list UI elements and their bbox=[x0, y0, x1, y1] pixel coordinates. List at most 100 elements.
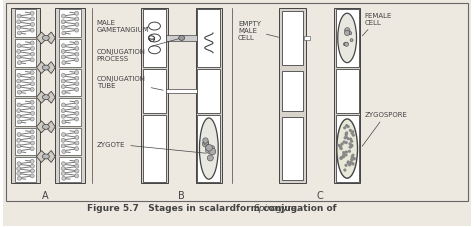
Circle shape bbox=[62, 162, 65, 166]
Circle shape bbox=[344, 43, 346, 47]
Circle shape bbox=[75, 12, 79, 16]
Bar bbox=[59, 40, 81, 67]
Bar bbox=[283, 117, 303, 180]
Circle shape bbox=[30, 118, 34, 121]
Circle shape bbox=[354, 158, 355, 160]
Circle shape bbox=[62, 32, 66, 36]
Circle shape bbox=[61, 167, 65, 171]
Circle shape bbox=[62, 15, 65, 19]
Circle shape bbox=[75, 59, 79, 62]
Circle shape bbox=[17, 50, 21, 54]
Circle shape bbox=[62, 61, 66, 65]
Circle shape bbox=[30, 71, 34, 75]
Circle shape bbox=[30, 42, 34, 46]
Circle shape bbox=[30, 82, 35, 86]
Circle shape bbox=[353, 135, 354, 136]
Circle shape bbox=[209, 148, 216, 155]
Circle shape bbox=[75, 136, 79, 140]
Circle shape bbox=[340, 147, 341, 149]
Circle shape bbox=[30, 101, 34, 105]
Bar bbox=[166, 36, 198, 42]
Circle shape bbox=[75, 47, 79, 51]
Ellipse shape bbox=[338, 14, 356, 63]
Circle shape bbox=[349, 151, 350, 153]
Circle shape bbox=[75, 165, 79, 168]
Circle shape bbox=[340, 148, 342, 150]
Circle shape bbox=[17, 144, 21, 148]
Circle shape bbox=[349, 147, 351, 148]
Circle shape bbox=[75, 71, 79, 75]
Circle shape bbox=[338, 145, 340, 147]
Bar bbox=[143, 10, 166, 67]
Circle shape bbox=[344, 169, 346, 171]
Circle shape bbox=[345, 31, 350, 36]
Circle shape bbox=[346, 137, 347, 138]
Bar bbox=[59, 128, 81, 156]
Circle shape bbox=[30, 53, 35, 57]
Circle shape bbox=[345, 43, 348, 47]
Text: CONJUGATION
PROCESS: CONJUGATION PROCESS bbox=[97, 39, 179, 62]
Circle shape bbox=[30, 130, 34, 134]
Circle shape bbox=[18, 91, 21, 95]
Text: C: C bbox=[317, 190, 323, 200]
Ellipse shape bbox=[42, 125, 49, 130]
Circle shape bbox=[17, 44, 21, 48]
Polygon shape bbox=[36, 151, 55, 163]
Circle shape bbox=[75, 53, 79, 57]
Circle shape bbox=[352, 155, 354, 156]
Circle shape bbox=[18, 177, 21, 180]
Circle shape bbox=[62, 104, 65, 107]
Bar bbox=[198, 10, 220, 67]
Text: Spirogyra.: Spirogyra. bbox=[254, 203, 301, 212]
Polygon shape bbox=[36, 92, 55, 104]
Circle shape bbox=[351, 141, 353, 143]
Circle shape bbox=[61, 109, 65, 113]
Circle shape bbox=[75, 160, 79, 164]
Text: FEMALE
CELL: FEMALE CELL bbox=[362, 13, 392, 37]
Circle shape bbox=[30, 106, 35, 110]
Circle shape bbox=[340, 157, 342, 159]
Bar bbox=[59, 69, 81, 97]
Circle shape bbox=[205, 147, 212, 154]
Circle shape bbox=[17, 85, 21, 89]
Circle shape bbox=[348, 32, 352, 36]
Text: MALE
GAMETANGIUM: MALE GAMETANGIUM bbox=[97, 20, 149, 32]
Circle shape bbox=[62, 150, 66, 154]
Circle shape bbox=[343, 156, 345, 158]
Circle shape bbox=[18, 120, 21, 124]
Circle shape bbox=[75, 77, 79, 81]
Circle shape bbox=[345, 29, 350, 34]
Circle shape bbox=[30, 169, 35, 173]
Circle shape bbox=[341, 143, 343, 145]
Circle shape bbox=[30, 59, 34, 62]
Circle shape bbox=[346, 151, 347, 153]
Circle shape bbox=[346, 133, 347, 135]
Circle shape bbox=[61, 144, 65, 148]
Circle shape bbox=[75, 23, 79, 27]
Bar bbox=[15, 10, 36, 38]
Circle shape bbox=[61, 26, 65, 30]
Circle shape bbox=[17, 26, 21, 30]
Circle shape bbox=[341, 157, 343, 158]
Text: ZYGOSPORE: ZYGOSPORE bbox=[362, 111, 407, 147]
Circle shape bbox=[340, 158, 342, 160]
Circle shape bbox=[17, 115, 21, 119]
Circle shape bbox=[343, 152, 345, 154]
Circle shape bbox=[75, 106, 79, 110]
Circle shape bbox=[30, 160, 34, 164]
Ellipse shape bbox=[200, 118, 218, 179]
Circle shape bbox=[349, 143, 351, 145]
Circle shape bbox=[345, 134, 347, 136]
Circle shape bbox=[351, 156, 353, 158]
Circle shape bbox=[207, 155, 213, 161]
Circle shape bbox=[30, 18, 35, 22]
Bar bbox=[11, 9, 40, 183]
Bar bbox=[280, 9, 306, 183]
Circle shape bbox=[340, 146, 341, 147]
Bar bbox=[15, 158, 36, 182]
Circle shape bbox=[17, 56, 21, 60]
Circle shape bbox=[30, 29, 34, 33]
Text: EMPTY
MALE
CELL: EMPTY MALE CELL bbox=[238, 21, 279, 41]
Circle shape bbox=[206, 145, 212, 151]
Polygon shape bbox=[36, 62, 55, 74]
